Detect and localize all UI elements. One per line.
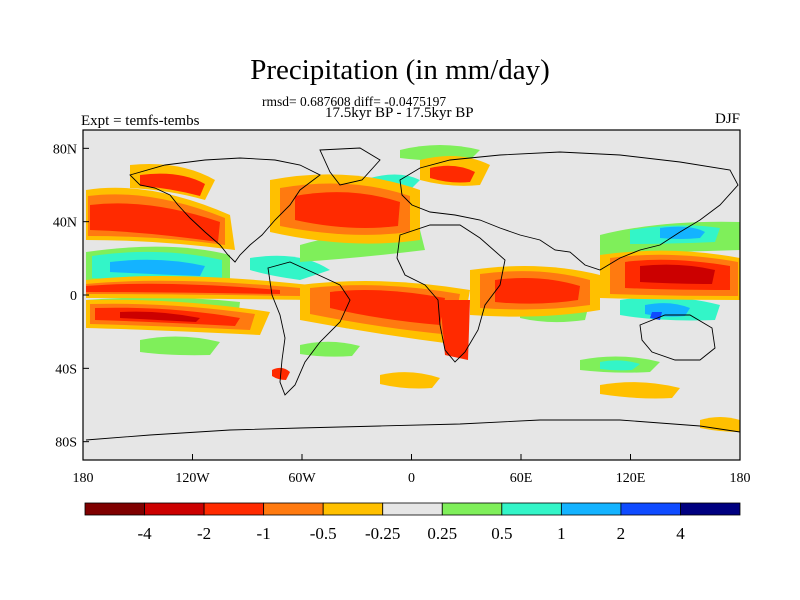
lon-tick-label: 60E <box>510 471 533 486</box>
band-green-sh <box>140 336 220 356</box>
africa-outline <box>396 224 506 363</box>
negative-anomalies <box>86 156 740 432</box>
colorbar: -4 -2 -1 -0.5 -0.25 0.25 0.5 1 2 4 <box>84 502 741 543</box>
map-axes: 180 120W 60W 0 60E 120E 180 80N 40N 0 40S 80S <box>53 142 751 486</box>
colorbar-label: 1 <box>557 524 566 543</box>
band-blue-wpac <box>660 226 705 239</box>
antarctica-outline <box>85 419 740 441</box>
south-america-outline <box>267 261 351 396</box>
band-red-npac <box>90 203 220 242</box>
band-darkred-spac <box>120 311 200 322</box>
band-green-sh2 <box>300 341 360 357</box>
greenland-outline <box>319 147 381 186</box>
lon-tick-label: 180 <box>730 471 751 486</box>
north-america-outline <box>129 157 321 263</box>
coastlines <box>85 147 740 441</box>
eurasia-outline <box>399 151 739 271</box>
colorbar-label: -0.25 <box>365 524 400 543</box>
colorbar-label: 2 <box>617 524 626 543</box>
lat-tick-label: 80N <box>53 142 77 157</box>
experiment-label: Expt = temfs-tembs <box>81 113 200 129</box>
colorbar-label: -4 <box>137 524 152 543</box>
band-yellow-so3 <box>700 417 740 432</box>
band-red-af <box>440 300 470 360</box>
diff-value: -0.0475197 <box>384 94 447 109</box>
period-label: 17.5kyr BP - 17.5kyr BP <box>325 105 474 121</box>
season-label: DJF <box>714 111 740 127</box>
band-cyan-so <box>600 360 640 371</box>
lon-tick-label: 60W <box>288 471 316 486</box>
lat-tick-label: 40S <box>55 362 77 377</box>
lat-tick-label: 0 <box>70 289 77 304</box>
colorbar-label: 0.5 <box>491 524 512 543</box>
colorbar-swatch <box>680 502 741 516</box>
diff-label: diff= <box>354 94 381 109</box>
colorbar-label: -2 <box>197 524 211 543</box>
colorbar-swatch <box>144 502 205 516</box>
colorbar-swatch <box>441 502 503 516</box>
rmsd-label: rmsd= <box>262 94 297 109</box>
lat-tick-label: 80S <box>55 436 77 451</box>
australia-outline <box>639 314 716 361</box>
band-cyan-natl <box>250 255 330 280</box>
colorbar-label: -0.5 <box>310 524 337 543</box>
rmsd-value: 0.687608 <box>300 94 351 109</box>
colorbar-swatch <box>560 502 622 516</box>
lon-tick-label: 180 <box>73 471 94 486</box>
stats-line: rmsd= 0.687608 diff= -0.0475197 <box>262 94 446 110</box>
band-yellow-so2 <box>600 382 680 399</box>
band-red-nh <box>430 165 475 183</box>
colorbar-swatch <box>203 502 265 516</box>
colorbar-label: -1 <box>257 524 271 543</box>
band-red-ak <box>140 173 205 196</box>
colorbar-swatch <box>620 502 681 516</box>
colorbar-swatch <box>382 502 443 516</box>
lon-tick-label: 120E <box>616 471 646 486</box>
band-darkblue-eq <box>650 312 662 320</box>
band-blue-npac <box>110 259 205 276</box>
lon-tick-label: 120W <box>175 471 210 486</box>
band-red-natl <box>295 192 400 228</box>
band-yellow-so1 <box>380 372 440 389</box>
colorbar-label: 4 <box>676 524 685 543</box>
colorbar-swatch <box>501 502 562 516</box>
colorbar-swatch <box>263 502 324 516</box>
precipitation-anomaly-field <box>86 145 740 432</box>
band-red-satl <box>330 290 445 325</box>
plot-title: Precipitation (in mm/day) <box>250 54 550 86</box>
band-darkred-wpac <box>640 264 715 284</box>
lon-tick-label: 0 <box>408 471 415 486</box>
colorbar-label: 0.25 <box>427 524 457 543</box>
colorbar-swatch <box>84 502 145 516</box>
band-red-ind <box>495 278 580 304</box>
colorbar-swatch <box>322 502 384 516</box>
lat-tick-label: 40N <box>53 216 77 231</box>
band-red-eq <box>86 283 280 294</box>
